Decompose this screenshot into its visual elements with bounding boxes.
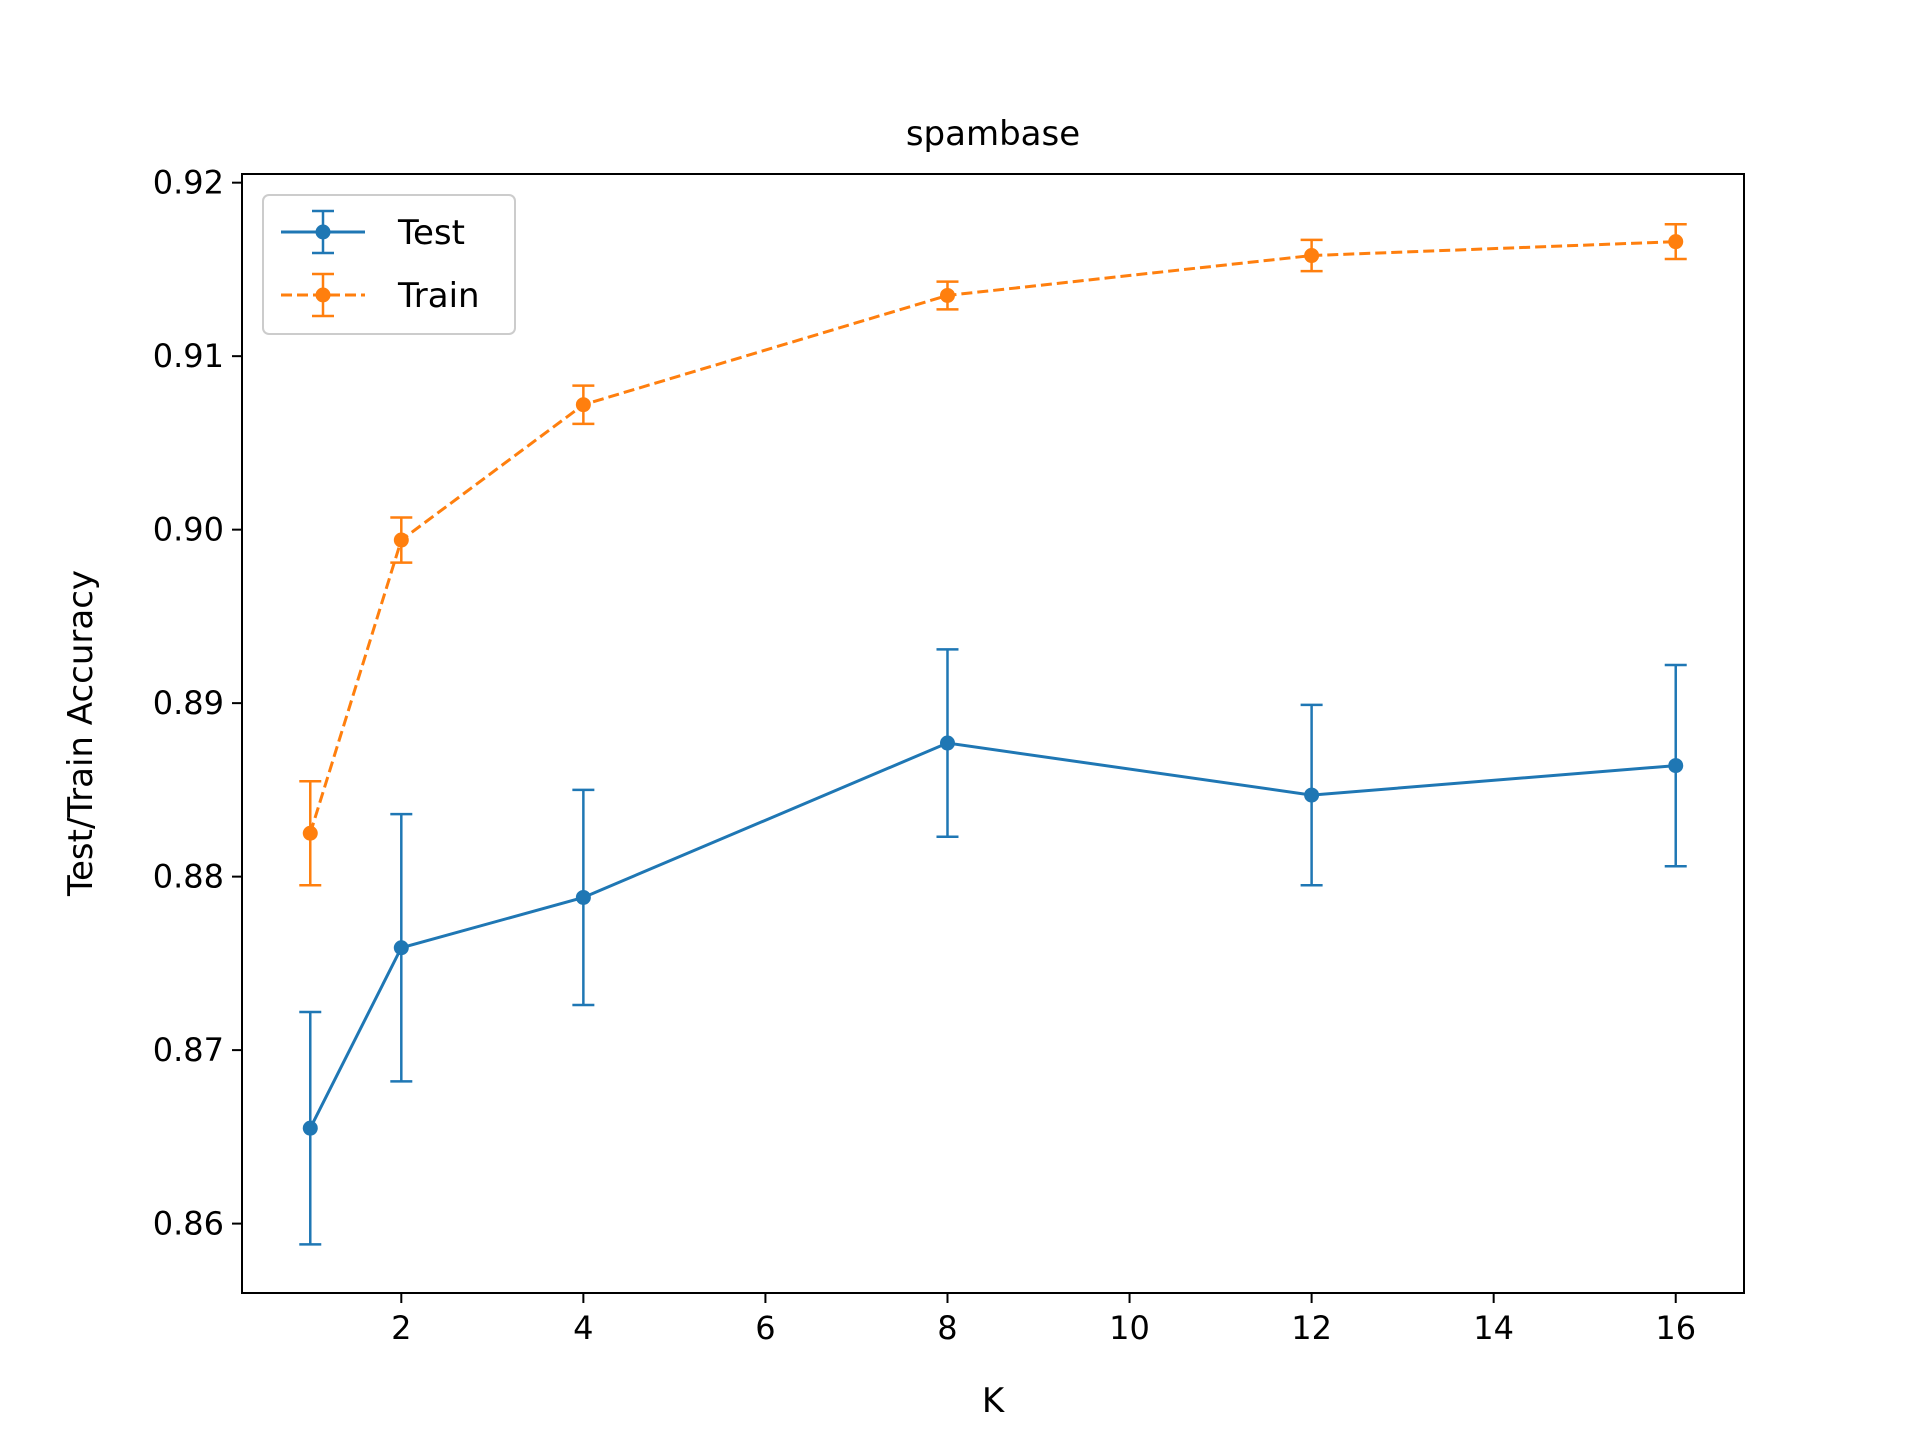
y-tick-label: 0.86 — [153, 1205, 224, 1243]
x-tick-label: 6 — [755, 1309, 775, 1347]
y-tick-label: 0.91 — [153, 337, 224, 375]
chart-title: spambase — [906, 114, 1080, 154]
y-tick-label: 0.90 — [153, 511, 224, 549]
y-tick-label: 0.87 — [153, 1031, 224, 1069]
data-point — [393, 532, 409, 548]
data-point — [1668, 758, 1684, 774]
x-tick-label: 16 — [1655, 1309, 1696, 1347]
y-tick-label: 0.89 — [153, 684, 224, 722]
x-axis: 2 4 6 8 10 12 14 16 — [391, 1293, 1696, 1347]
y-tick-label: 0.92 — [153, 164, 224, 202]
y-axis-label: Test/Train Accuracy — [61, 570, 101, 897]
data-point — [939, 287, 955, 303]
x-tick-label: 2 — [391, 1309, 411, 1347]
series-line — [308, 741, 1676, 1129]
data-point — [302, 1120, 318, 1136]
y-tick-label: 0.88 — [153, 858, 224, 896]
series-test — [299, 648, 1687, 1246]
y-axis: 0.86 0.87 0.88 0.89 0.90 0.91 0.92 — [153, 164, 242, 1243]
data-point — [1304, 787, 1320, 803]
plot-area — [299, 223, 1687, 1246]
legend-marker — [315, 224, 331, 240]
data-point — [575, 889, 591, 905]
data-point — [302, 825, 318, 841]
x-tick-label: 8 — [937, 1309, 957, 1347]
legend-label: Test — [397, 213, 465, 253]
data-point — [939, 735, 955, 751]
x-tick-label: 10 — [1109, 1309, 1150, 1347]
x-axis-label: K — [982, 1381, 1006, 1421]
legend-label: Train — [397, 276, 480, 316]
series-train — [299, 223, 1687, 887]
axes-frame — [241, 173, 1745, 1294]
data-point — [393, 940, 409, 956]
data-point — [1668, 234, 1684, 250]
series-line — [308, 240, 1676, 834]
x-tick-label: 14 — [1473, 1309, 1514, 1347]
legend-entry-test: Test — [281, 209, 465, 255]
legend-entry-train: Train — [281, 272, 480, 318]
data-point — [1304, 248, 1320, 264]
x-tick-label: 4 — [573, 1309, 593, 1347]
legend-marker — [315, 287, 331, 303]
x-tick-label: 12 — [1291, 1309, 1332, 1347]
data-point — [575, 397, 591, 413]
legend: Test Train — [262, 194, 516, 335]
